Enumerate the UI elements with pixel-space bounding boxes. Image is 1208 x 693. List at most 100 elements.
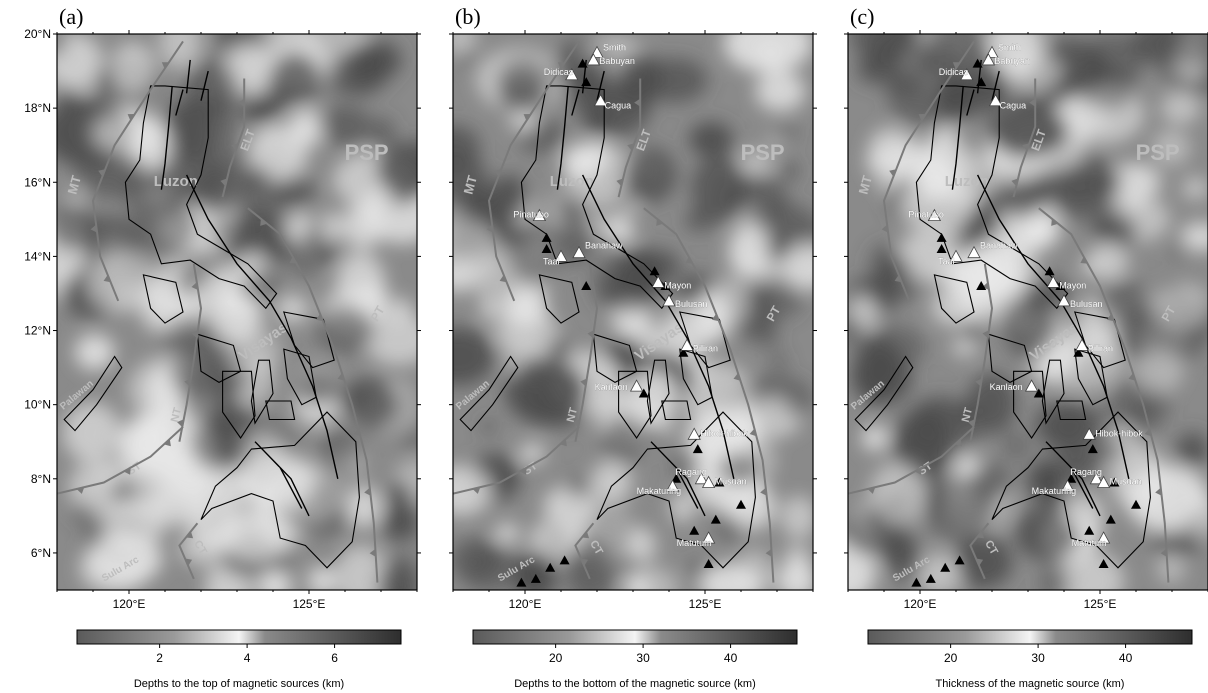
map-label-mt: MT: [856, 174, 875, 196]
colorbar-tick-label: 20: [549, 651, 563, 665]
lat-tick-label: 20°N: [24, 27, 51, 41]
map-label-nt: NT: [169, 406, 184, 424]
map-label-psp: PSP: [345, 140, 389, 165]
map-label-luzon: Luzon: [550, 173, 594, 190]
volcano-icon: [949, 249, 963, 262]
coastlines: [63, 85, 360, 569]
volcano-label: Biliran: [693, 343, 718, 353]
volcano-label: Biliran: [1088, 343, 1113, 353]
map-label-luzon: Luzon: [154, 173, 198, 190]
volcano-icon: [1046, 275, 1060, 288]
volcano-label: Cagua: [605, 101, 632, 111]
volcano-icon: [586, 53, 601, 66]
volcano-icon: [694, 471, 709, 485]
volcano-icon: [1096, 475, 1111, 488]
map-panel-3: PSPLuzonVisayasMTELTPTNTSTCTPalawanSulu …: [844, 4, 1208, 690]
coastlines: [459, 85, 756, 569]
trench-lines: [453, 40, 775, 583]
lon-tick-label: 120°E: [904, 597, 937, 611]
colorbar-tick-label: 40: [724, 651, 738, 665]
colorbar-tick-label: 40: [1119, 651, 1133, 665]
volcano-label: Bulusan: [1070, 299, 1103, 309]
volcano-icon: [572, 245, 586, 259]
colorbar: [867, 629, 1193, 645]
volcano-icon: [593, 93, 608, 107]
volcano-label: Smith: [998, 43, 1021, 53]
volcano-icon: [554, 249, 568, 262]
map-label-mt: MT: [461, 174, 480, 196]
volcano-icon: [1089, 471, 1104, 485]
volcano-icon: [1075, 338, 1089, 351]
volcano-label: Ragang: [1070, 467, 1102, 477]
volcano-label: Pinatubo: [908, 210, 944, 220]
colorbar-tick-label: 6: [331, 651, 338, 665]
coastlines: [854, 85, 1151, 569]
volcano-label: Kanlaon: [990, 382, 1023, 392]
volcano-label: Hibok-hibok: [700, 428, 748, 438]
volcano-icon: [680, 338, 694, 351]
volcano-icon: [532, 208, 547, 222]
volcano-label: Pinatubo: [513, 210, 549, 220]
volcano-label: Babuyan: [599, 56, 635, 66]
volcano-markers: Smith Babuyan Didicas Cagua Pinatubo Taal Bana…: [908, 42, 1143, 587]
colorbar: [472, 629, 798, 645]
volcano-icon: [981, 53, 996, 66]
volcano-label: Didicas: [939, 67, 969, 77]
colorbar: [76, 629, 402, 645]
volcano-icon: [960, 67, 974, 81]
volcano-icon: [651, 275, 665, 288]
volcano-label: Bulusan: [675, 299, 708, 309]
panel-letter: (c): [850, 4, 874, 29]
colorbar-tick-label: 30: [636, 651, 650, 665]
lat-tick-label: 6°N: [31, 546, 51, 560]
volcano-label: Smith: [603, 43, 626, 53]
colorbar-tick-label: 2: [156, 651, 163, 665]
volcano-icon: [988, 93, 1003, 107]
volcano-icon: [1096, 531, 1111, 544]
magnetic-field-raster: [453, 34, 813, 590]
map-label-luzon: Luzon: [945, 173, 989, 190]
volcano-label: Makaturing: [1032, 486, 1077, 496]
volcano-label: Taal: [543, 256, 560, 266]
volcano-icon: [1057, 294, 1071, 307]
lat-tick-label: 16°N: [24, 175, 51, 189]
lat-tick-label: 14°N: [24, 249, 51, 263]
magnetic-field-raster: [848, 34, 1208, 590]
volcano-label: Mayon: [1059, 280, 1086, 290]
map-label-psp: PSP: [1136, 140, 1180, 165]
volcano-icon: [927, 208, 942, 222]
colorbar-tick-label: 30: [1031, 651, 1045, 665]
lat-tick-label: 18°N: [24, 101, 51, 115]
volcano-icon: [967, 245, 981, 259]
map-label-nt: NT: [565, 406, 580, 424]
volcano-label: Makaturing: [637, 486, 682, 496]
fault-lines: [160, 59, 339, 517]
volcano-label: Taal: [938, 256, 955, 266]
volcano-label: Banahaw: [980, 241, 1018, 251]
volcano-label: Cagua: [1000, 101, 1027, 111]
colorbar-tick-label: 20: [944, 651, 958, 665]
volcano-label: Ragang: [675, 467, 707, 477]
volcano-markers: Smith Babuyan Didicas Cagua Pinatubo Taal Bana…: [513, 42, 748, 587]
volcano-icon: [1082, 427, 1096, 440]
trench-lines: [848, 40, 1170, 583]
colorbar-label: Thickness of the magnetic source (km): [936, 678, 1125, 690]
volcano-label: Matutum: [677, 538, 712, 548]
volcano-icon: [629, 379, 644, 392]
lon-tick-label: 125°E: [689, 597, 722, 611]
volcano-label: Banahaw: [585, 241, 623, 251]
map-label-pt: PT: [764, 303, 784, 324]
lat-tick-label: 12°N: [24, 324, 51, 338]
lon-tick-label: 120°E: [509, 597, 542, 611]
volcano-icon: [687, 427, 701, 440]
volcano-label: Babuyan: [994, 56, 1030, 66]
lon-tick-label: 125°E: [293, 597, 326, 611]
trench-lines: [57, 40, 379, 583]
volcano-icon: [701, 531, 716, 544]
map-label-pt: PT: [1159, 303, 1179, 324]
colorbar-tick-label: 4: [244, 651, 251, 665]
lon-tick-label: 120°E: [113, 597, 146, 611]
volcano-icon: [565, 67, 579, 81]
map-label-pt: PT: [368, 303, 388, 324]
